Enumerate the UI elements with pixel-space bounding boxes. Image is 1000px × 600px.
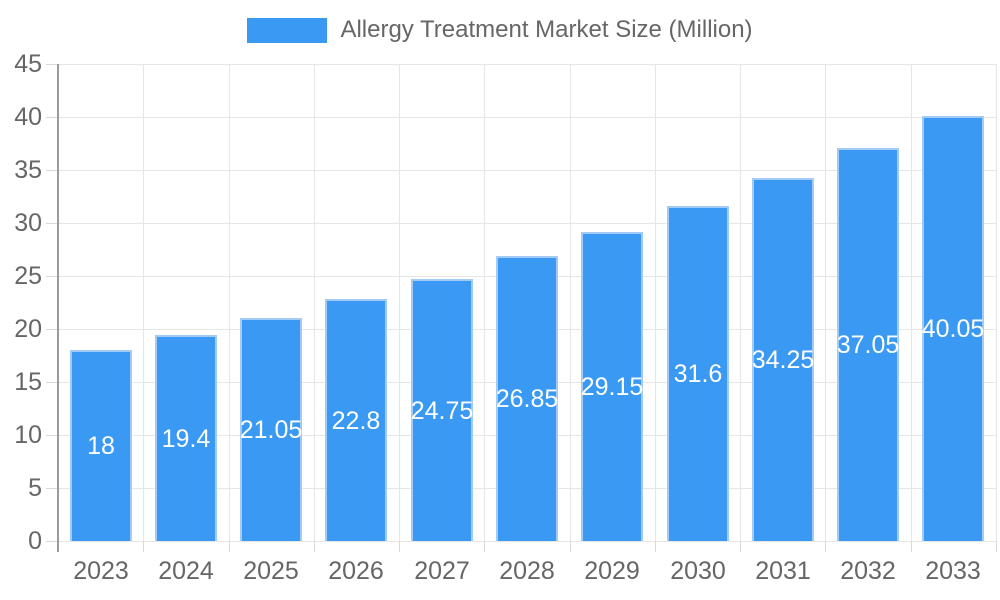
y-gridline bbox=[58, 170, 996, 171]
bar-value-label: 37.05 bbox=[836, 331, 900, 359]
x-gridline bbox=[911, 64, 912, 541]
bar-2026[interactable]: 22.8 bbox=[325, 299, 387, 541]
y-tick bbox=[46, 435, 58, 436]
x-gridline bbox=[143, 64, 144, 541]
bar-value-label: 29.15 bbox=[580, 373, 644, 401]
y-tick bbox=[46, 223, 58, 224]
x-axis-tick-label: 2030 bbox=[670, 557, 726, 585]
bar-2024[interactable]: 19.4 bbox=[155, 335, 217, 541]
x-tick bbox=[314, 541, 315, 552]
bar-value-label: 31.6 bbox=[673, 360, 723, 388]
y-axis-tick-label: 0 bbox=[28, 527, 42, 555]
y-gridline bbox=[58, 64, 996, 65]
legend-swatch-icon bbox=[247, 17, 328, 43]
bar-2031[interactable]: 34.25 bbox=[752, 178, 814, 541]
y-axis-tick-label: 35 bbox=[14, 156, 42, 184]
x-tick bbox=[399, 541, 400, 552]
bar-value-label: 34.25 bbox=[751, 346, 815, 374]
x-gridline bbox=[314, 64, 315, 541]
y-gridline bbox=[58, 117, 996, 118]
y-tick bbox=[46, 276, 58, 277]
x-tick bbox=[229, 541, 230, 552]
bar-value-label: 40.05 bbox=[921, 315, 985, 343]
x-tick bbox=[143, 541, 144, 552]
bar-2028[interactable]: 26.85 bbox=[496, 256, 558, 541]
legend-label: Allergy Treatment Market Size (Million) bbox=[340, 16, 753, 43]
y-tick bbox=[46, 329, 58, 330]
y-axis-tick-label: 45 bbox=[14, 50, 42, 78]
bar-value-label: 24.75 bbox=[410, 396, 474, 425]
bar-2027[interactable]: 24.75 bbox=[411, 279, 473, 541]
y-axis-tick-label: 30 bbox=[14, 209, 42, 237]
x-gridline bbox=[996, 64, 997, 541]
y-axis-tick-label: 15 bbox=[14, 368, 42, 396]
x-gridline bbox=[570, 64, 571, 541]
x-axis-tick-label: 2029 bbox=[584, 557, 640, 585]
x-axis-tick-label: 2031 bbox=[755, 557, 811, 585]
y-tick bbox=[46, 170, 58, 171]
bar-2025[interactable]: 21.05 bbox=[240, 318, 302, 541]
y-tick bbox=[46, 117, 58, 118]
y-axis-line bbox=[57, 64, 59, 552]
bar-2033[interactable]: 40.05 bbox=[922, 116, 984, 541]
x-tick bbox=[996, 541, 997, 552]
x-gridline bbox=[655, 64, 656, 541]
y-tick bbox=[46, 541, 58, 542]
y-tick bbox=[46, 382, 58, 383]
x-gridline bbox=[399, 64, 400, 541]
x-axis-tick-label: 2027 bbox=[414, 557, 470, 585]
x-gridline bbox=[825, 64, 826, 541]
bar-2029[interactable]: 29.15 bbox=[581, 232, 643, 541]
y-tick bbox=[46, 64, 58, 65]
y-axis-tick-label: 20 bbox=[14, 315, 42, 343]
x-gridline bbox=[740, 64, 741, 541]
x-axis-tick-label: 2023 bbox=[73, 557, 129, 585]
x-tick bbox=[825, 541, 826, 552]
x-tick bbox=[740, 541, 741, 552]
bar-value-label: 18 bbox=[87, 432, 115, 460]
y-axis-tick-label: 10 bbox=[14, 421, 42, 449]
y-axis-tick-label: 25 bbox=[14, 262, 42, 290]
x-axis-tick-label: 2032 bbox=[840, 557, 896, 585]
x-axis-tick-label: 2033 bbox=[925, 557, 981, 585]
y-gridline bbox=[58, 541, 996, 542]
bar-2023[interactable]: 18 bbox=[70, 350, 132, 541]
x-tick bbox=[655, 541, 656, 552]
x-axis-tick-label: 2028 bbox=[499, 557, 555, 585]
y-axis-tick-label: 5 bbox=[28, 474, 42, 502]
x-gridline bbox=[484, 64, 485, 541]
x-gridline bbox=[229, 64, 230, 541]
x-axis-tick-label: 2026 bbox=[328, 557, 384, 585]
bar-2030[interactable]: 31.6 bbox=[667, 206, 729, 541]
y-gridline bbox=[58, 223, 996, 224]
x-axis-tick-label: 2024 bbox=[158, 557, 214, 585]
bar-value-label: 19.4 bbox=[161, 424, 211, 453]
y-tick bbox=[46, 488, 58, 489]
bar-2032[interactable]: 37.05 bbox=[837, 148, 899, 541]
x-tick bbox=[911, 541, 912, 552]
bar-value-label: 21.05 bbox=[239, 416, 303, 444]
x-tick bbox=[484, 541, 485, 552]
y-axis-tick-label: 40 bbox=[14, 103, 42, 131]
bar-value-label: 22.8 bbox=[331, 406, 381, 435]
x-axis-tick-label: 2025 bbox=[243, 557, 299, 585]
chart-legend[interactable]: Allergy Treatment Market Size (Million) bbox=[0, 14, 1000, 46]
bar-value-label: 26.85 bbox=[495, 385, 559, 413]
x-tick bbox=[570, 541, 571, 552]
